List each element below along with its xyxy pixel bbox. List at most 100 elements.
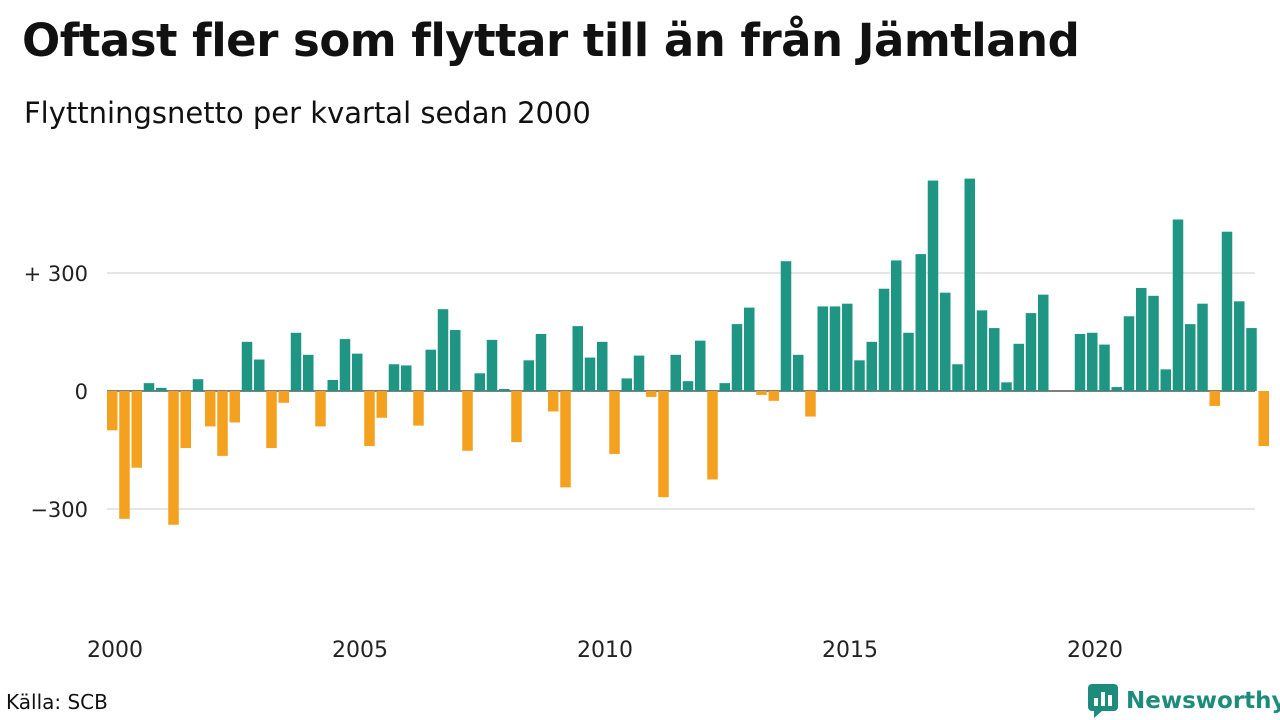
bar-positive (915, 254, 926, 391)
bar-positive (952, 364, 963, 391)
y-tick-label: + 300 (24, 262, 88, 286)
bar-positive (670, 354, 681, 391)
bar-positive (254, 359, 265, 391)
bar-positive (829, 306, 841, 391)
bar-negative (315, 391, 326, 427)
bar-positive (535, 333, 547, 391)
bar-negative (646, 391, 657, 397)
bar-positive (903, 332, 914, 391)
bar-positive (1246, 328, 1257, 391)
bar-positive (854, 360, 865, 391)
bar-positive (719, 383, 730, 391)
bar-negative (756, 391, 767, 395)
bar-positive (584, 357, 596, 391)
bar-positive (437, 309, 449, 391)
bar-negative (707, 391, 718, 480)
bar-positive (1172, 219, 1184, 391)
bar-negative (805, 391, 816, 417)
bar-positive (866, 341, 877, 391)
bar-positive (523, 360, 534, 391)
bar-positive (597, 341, 608, 391)
bars (107, 178, 1269, 525)
bar-positive (474, 373, 485, 391)
bar-positive (817, 306, 828, 391)
bar-positive (192, 379, 204, 391)
bar-positive (1160, 369, 1171, 391)
bar-positive (1111, 387, 1122, 391)
bar-positive (878, 288, 890, 391)
bar-positive (891, 260, 902, 391)
bar-negative (413, 391, 424, 426)
bar-positive (731, 324, 743, 391)
bar-positive (964, 178, 975, 391)
x-tick-label: 2020 (1067, 638, 1123, 663)
bar-positive (1197, 303, 1208, 391)
bar-positive (486, 339, 498, 391)
bar-positive (290, 332, 302, 391)
bar-positive (927, 180, 939, 391)
bar-negative (107, 391, 118, 431)
bar-negative (548, 391, 559, 412)
bar-positive (744, 307, 755, 391)
bar-positive (633, 355, 645, 391)
bar-negative (131, 391, 142, 468)
bar-negative (364, 391, 375, 447)
bar-positive (989, 328, 1000, 391)
bar-positive (156, 387, 167, 391)
bar-positive (388, 364, 400, 391)
bar-negative (1258, 391, 1269, 447)
bar-negative (266, 391, 277, 449)
bar-positive (1074, 333, 1086, 391)
x-tick-label: 2000 (87, 638, 143, 663)
bar-positive (1025, 313, 1037, 391)
bar-positive (1087, 332, 1098, 391)
bar-positive (572, 326, 583, 391)
bar-negative (768, 391, 779, 401)
bar-negative (376, 391, 387, 418)
y-tick-label: −300 (30, 498, 88, 522)
y-tick-label: 0 (75, 380, 88, 404)
x-tick-label: 2015 (822, 638, 878, 663)
brand-name: Newsworthy (1126, 688, 1280, 714)
bar-positive (780, 261, 792, 391)
bar-positive (425, 349, 436, 391)
bar-positive (842, 303, 853, 391)
bar-positive (352, 353, 363, 391)
bar-positive (1234, 301, 1245, 391)
bar-positive (940, 292, 951, 391)
bar-positive (499, 389, 510, 391)
y-tick-labels: + 300 0 −300 (24, 262, 88, 522)
bar-positive (450, 330, 461, 391)
bar-positive (327, 379, 338, 391)
bar-positive (1013, 343, 1024, 391)
bar-positive (1148, 295, 1159, 391)
brand-logo: Newsworthy (1088, 684, 1280, 718)
bar-positive (1099, 344, 1110, 391)
bar-negative (462, 391, 473, 451)
bar-positive (339, 339, 351, 391)
bar-negative (168, 391, 179, 525)
bar-positive (621, 378, 632, 391)
x-tick-labels: 2000 2005 2010 2015 2020 (87, 638, 1123, 663)
bar-positive (143, 383, 155, 391)
bar-negative (658, 391, 669, 498)
bar-positive (241, 341, 253, 391)
bar-negative (1209, 391, 1220, 406)
chart-subtitle: Flyttningsnetto per kvartal sedan 2000 (24, 96, 591, 130)
chart-title: Oftast fler som flyttar till än från Jäm… (22, 14, 1080, 67)
newsworthy-chart-logo-icon (1088, 684, 1118, 718)
bar-positive (1221, 231, 1233, 391)
bar-negative (180, 391, 191, 449)
bar-positive (682, 381, 694, 391)
bar-negative (511, 391, 522, 443)
bar-positive (976, 310, 988, 391)
bar-negative (560, 391, 571, 488)
bar-positive (1001, 382, 1012, 391)
source-note: Källa: SCB (6, 690, 108, 714)
bar-positive (1123, 316, 1135, 391)
bar-positive (401, 365, 412, 391)
bar-negative (609, 391, 620, 454)
bar-negative (229, 391, 240, 423)
bar-negative (278, 391, 289, 403)
